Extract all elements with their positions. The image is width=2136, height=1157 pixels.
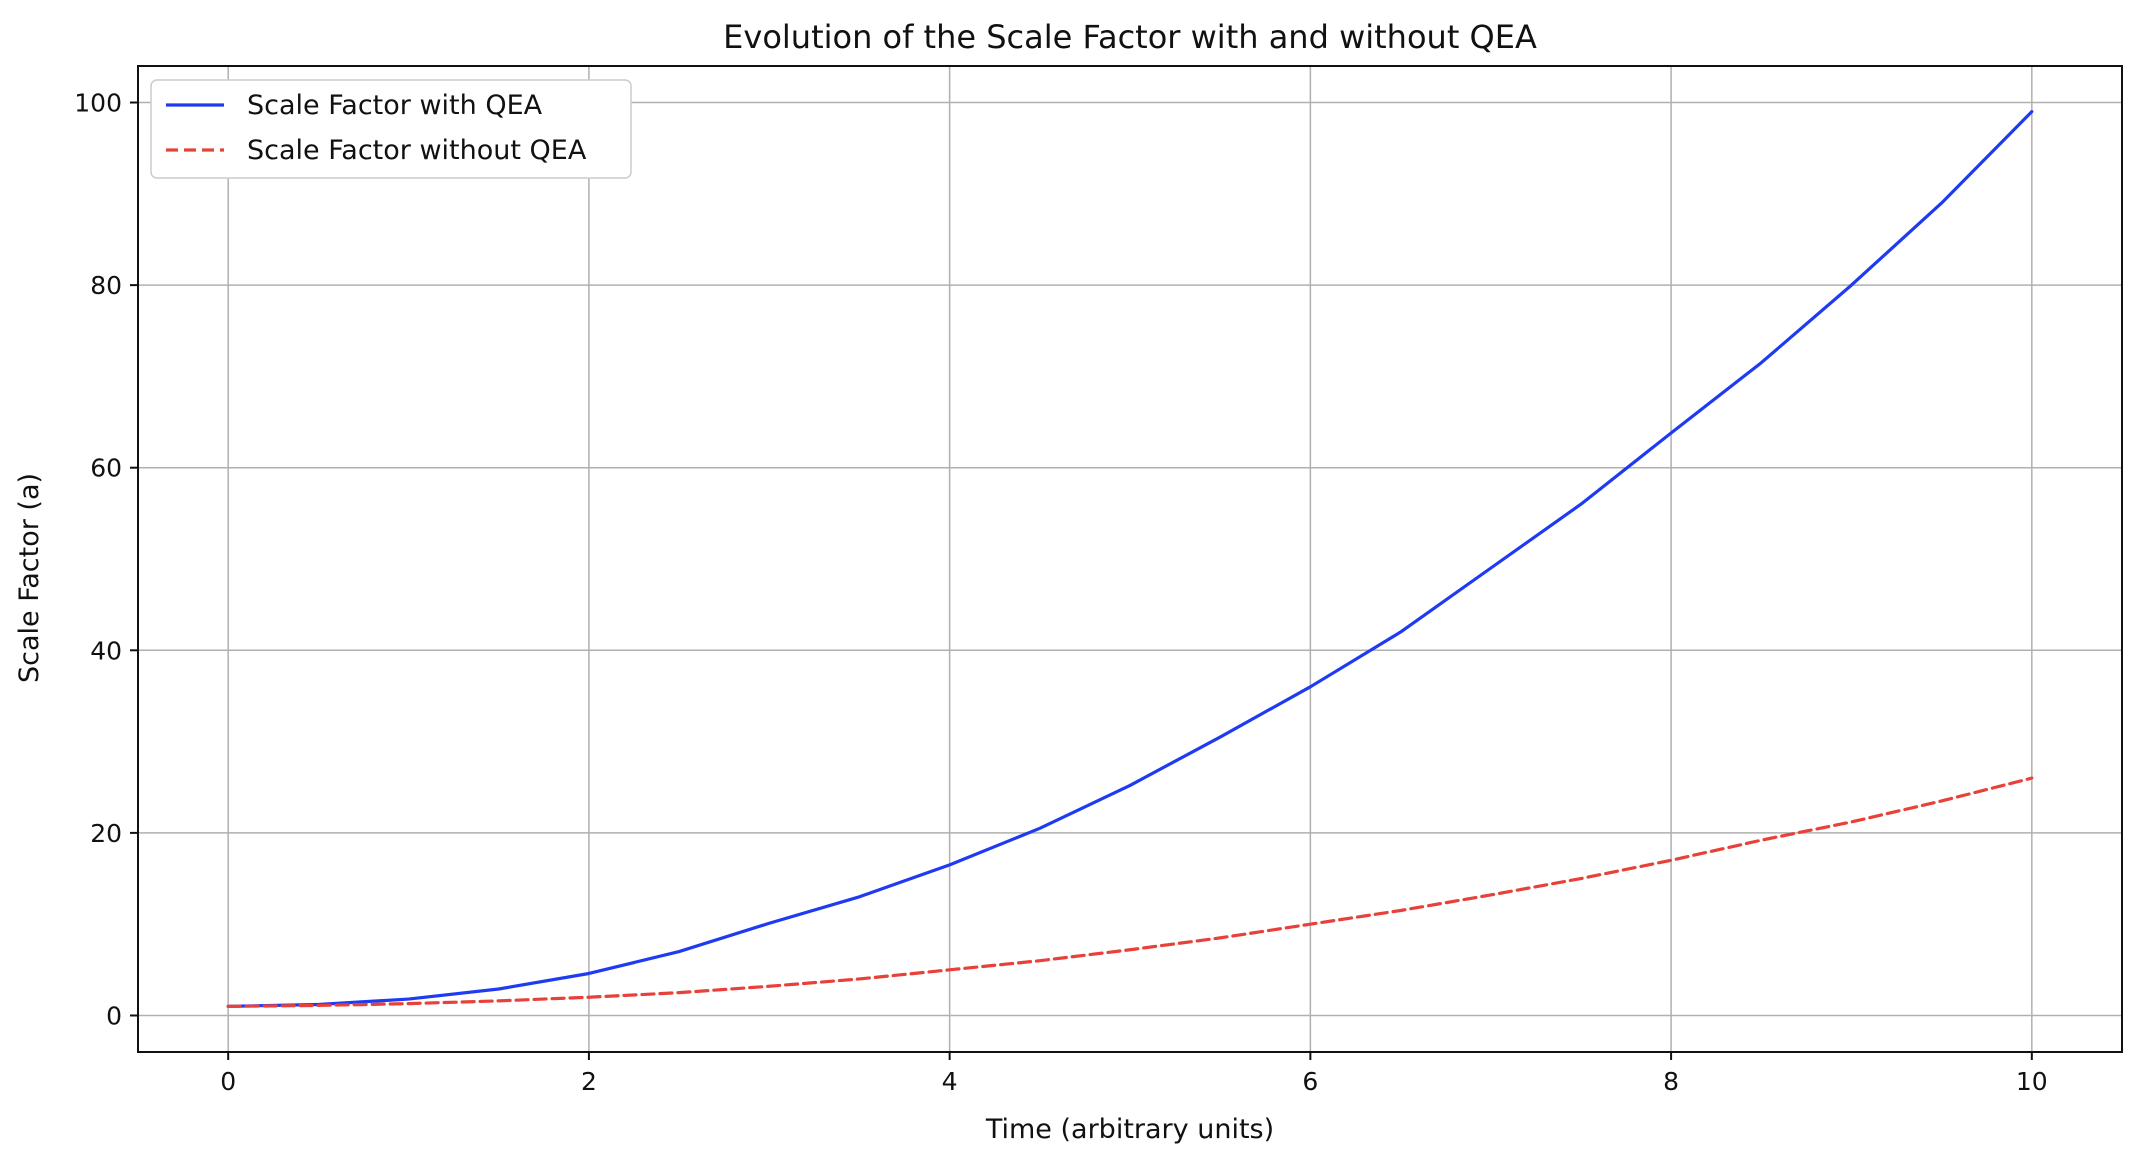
x-tick-label: 4	[942, 1067, 958, 1096]
x-tick-label: 10	[2016, 1067, 2048, 1096]
y-tick-label: 40	[90, 636, 122, 665]
y-tick-label: 80	[90, 271, 122, 300]
x-tick-label: 6	[1302, 1067, 1318, 1096]
y-axis-label: Scale Factor (a)	[14, 473, 45, 683]
plot-series	[226, 110, 2034, 1008]
y-tick-label: 20	[90, 819, 122, 848]
x-tick-label: 0	[220, 1067, 236, 1096]
x-axis-label: Time (arbitrary units)	[985, 1114, 1274, 1145]
y-tick-label: 60	[90, 454, 122, 483]
series-line-with-qea	[226, 110, 2034, 1008]
series-line-without-qea	[226, 776, 2034, 1008]
legend-label-with-qea: Scale Factor with QEA	[247, 90, 543, 121]
x-tick-label: 8	[1663, 1067, 1679, 1096]
grid-lines	[138, 66, 2122, 1052]
plot-frame	[137, 65, 2123, 1053]
x-tick-label: 2	[581, 1067, 597, 1096]
chart-title: Evolution of the Scale Factor with and w…	[723, 18, 1537, 56]
y-tick-label: 100	[74, 89, 122, 118]
legend: Scale Factor with QEA Scale Factor witho…	[150, 79, 632, 179]
y-tick-label: 0	[106, 1001, 122, 1030]
legend-box	[150, 79, 632, 179]
legend-label-without-qea: Scale Factor without QEA	[247, 135, 587, 166]
